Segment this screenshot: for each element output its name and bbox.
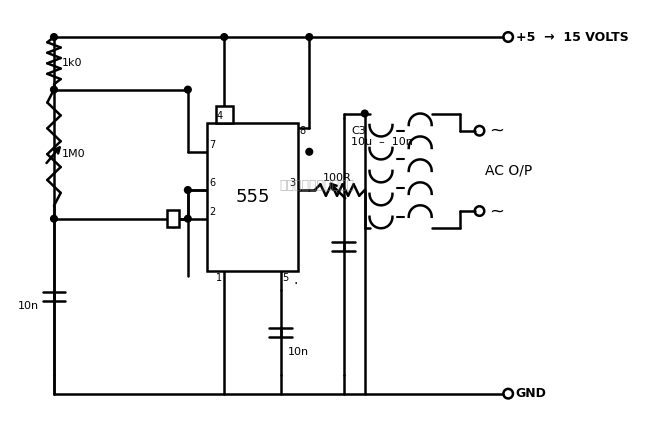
Text: 2: 2	[209, 207, 215, 217]
Text: 5: 5	[282, 273, 289, 283]
Bar	[167, 210, 179, 227]
Text: 1M0: 1M0	[62, 149, 85, 159]
Bar	[207, 123, 298, 271]
Text: 10u  –  10n: 10u – 10n	[351, 137, 413, 148]
Bar	[215, 106, 233, 123]
Circle shape	[51, 33, 57, 40]
Circle shape	[51, 86, 57, 93]
Text: GND: GND	[516, 387, 546, 400]
Circle shape	[221, 33, 228, 40]
Text: 1: 1	[216, 273, 222, 283]
Text: AC O/P: AC O/P	[485, 164, 532, 178]
Circle shape	[306, 33, 313, 40]
Circle shape	[306, 148, 313, 155]
Text: +5  →  15 VOLTS: +5 → 15 VOLTS	[516, 31, 629, 44]
Text: 10n: 10n	[18, 301, 39, 311]
Text: 100R: 100R	[323, 173, 351, 183]
Text: .: .	[294, 273, 299, 287]
Text: 10n: 10n	[288, 346, 310, 357]
Text: 杭州将睽科技有限公司: 杭州将睽科技有限公司	[280, 179, 354, 192]
Text: 7: 7	[209, 140, 215, 150]
Circle shape	[51, 215, 57, 222]
Text: ~: ~	[489, 122, 504, 140]
Circle shape	[184, 86, 191, 93]
Text: 3: 3	[289, 178, 296, 188]
Text: 6: 6	[209, 178, 215, 188]
Text: 1k0: 1k0	[62, 59, 82, 68]
Text: ~: ~	[489, 202, 504, 220]
Circle shape	[184, 187, 191, 193]
Circle shape	[361, 110, 368, 117]
Text: C3: C3	[351, 126, 366, 136]
Text: 8: 8	[300, 126, 306, 136]
Circle shape	[184, 215, 191, 222]
Text: 4: 4	[216, 111, 222, 121]
Text: 555: 555	[235, 188, 269, 206]
